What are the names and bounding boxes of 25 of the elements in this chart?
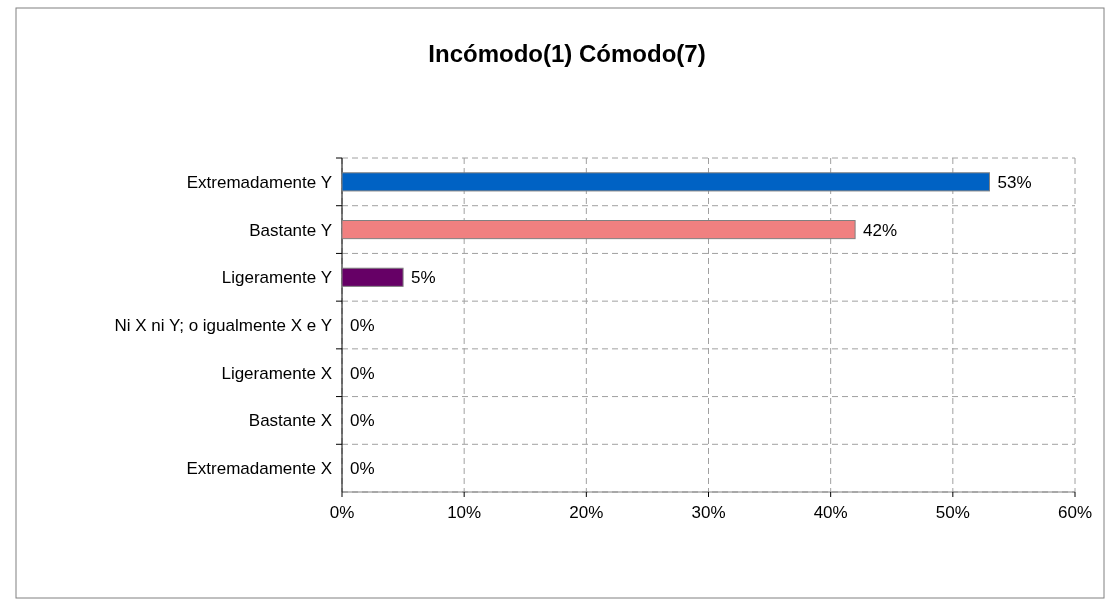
y-tick-label: Bastante X — [248, 411, 332, 431]
y-tick-label: Extremadamente Y — [186, 172, 332, 192]
y-tick-label: Bastante Y — [249, 220, 332, 240]
x-tick-label: 50% — [935, 503, 970, 522]
data-label: 53% — [997, 172, 1032, 192]
chart-title: Incómodo(1) Cómodo(7) — [428, 40, 706, 67]
x-tick-label: 0% — [329, 503, 355, 522]
data-label: 5% — [411, 268, 436, 288]
data-label: 42% — [863, 220, 898, 240]
bar — [341, 267, 404, 287]
x-tick-label: 40% — [813, 503, 848, 522]
y-tick-label: Ligeramente Y — [221, 268, 332, 288]
data-label: 0% — [350, 459, 375, 479]
x-tick-label: 10% — [447, 503, 482, 522]
y-tick-label: Ligeramente X — [221, 363, 332, 383]
bar — [341, 172, 990, 192]
x-tick-label: 20% — [569, 503, 604, 522]
x-tick-label: 60% — [1057, 503, 1093, 522]
data-label: 0% — [350, 363, 375, 383]
x-tick-label: 30% — [691, 503, 726, 522]
y-tick-label: Ni X ni Y; o igualmente X e Y — [114, 315, 332, 335]
data-label: 0% — [350, 411, 375, 431]
data-label: 0% — [350, 315, 375, 335]
bar — [341, 220, 856, 240]
y-tick-label: Extremadamente X — [186, 459, 332, 479]
